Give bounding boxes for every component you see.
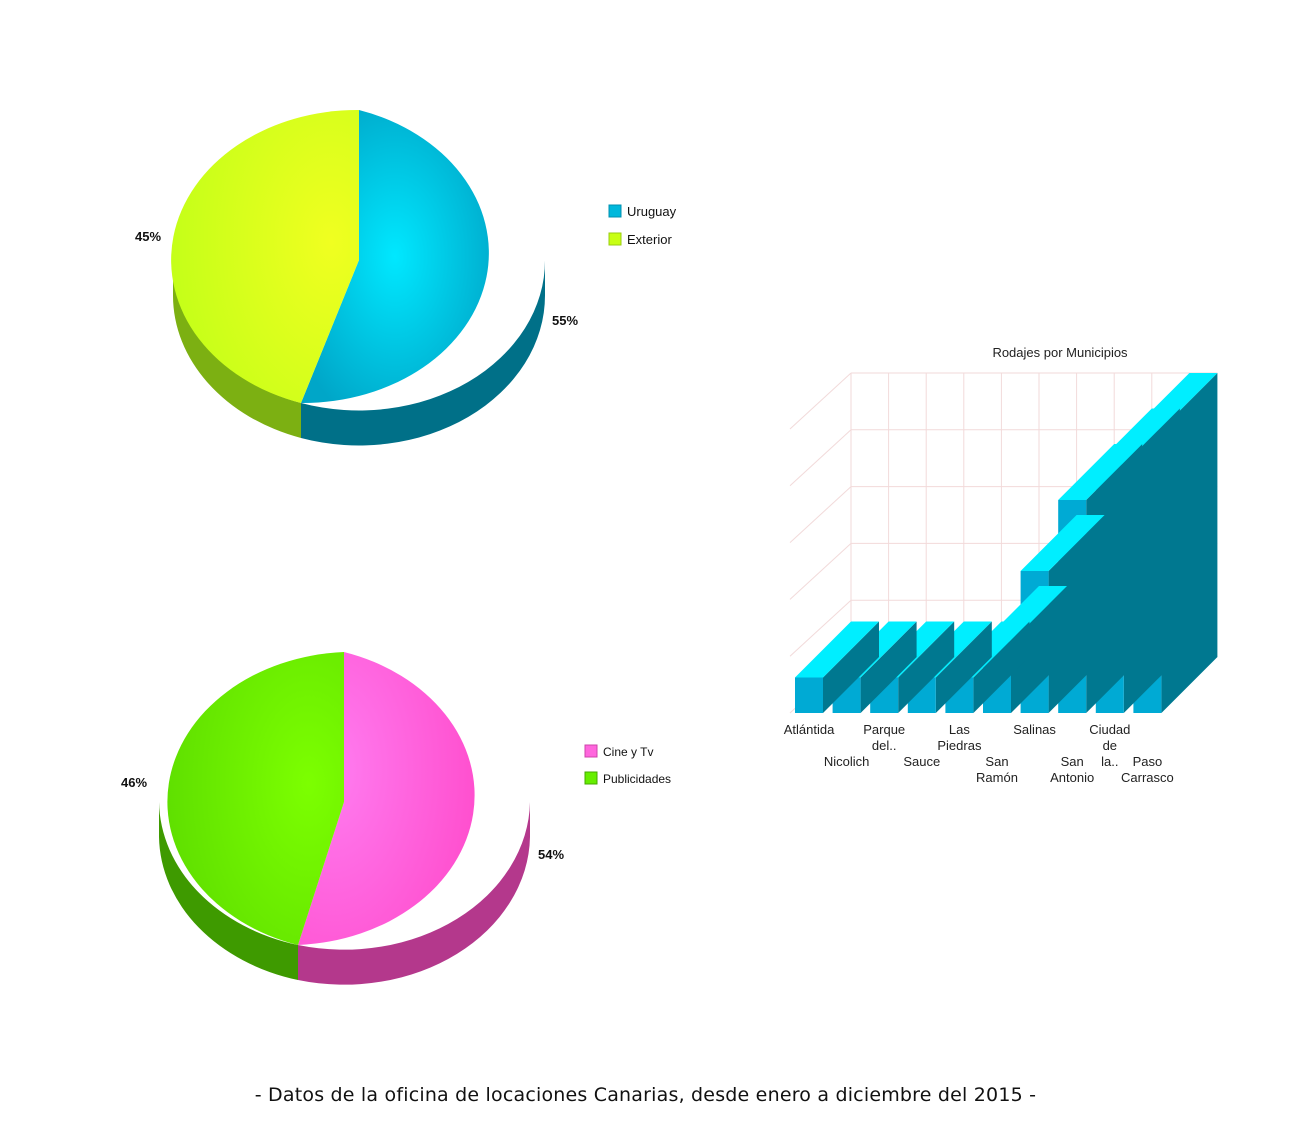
pie-slice-cine xyxy=(298,652,475,945)
category-label-line: Antonio xyxy=(1050,770,1094,785)
bar-chart-municipios: Rodajes por Municipios Atlántida Nicolich… xyxy=(784,345,1218,785)
category-label: Atlántida xyxy=(784,722,835,737)
bar-side xyxy=(973,621,1030,713)
legend-label-uruguay: Uruguay xyxy=(627,204,677,219)
legend-label-cine: Cine y Tv xyxy=(603,745,653,759)
category-label-line: del.. xyxy=(872,738,897,753)
legend-label-publicidades: Publicidades xyxy=(603,772,671,786)
category-label-line: San xyxy=(985,754,1008,769)
category-label-line: Sauce xyxy=(903,754,940,769)
grid-line xyxy=(789,543,852,600)
category-label: Nicolich xyxy=(824,754,870,769)
bar-side xyxy=(935,621,992,713)
bar-side xyxy=(898,621,955,713)
pie-slice-exterior-side xyxy=(172,260,301,438)
category-label-line: Ciudad xyxy=(1089,722,1130,737)
bar-1 xyxy=(795,621,879,713)
category-label: Parque del.. xyxy=(863,722,905,753)
footer-caption: - Datos de la oficina de locaciones Cana… xyxy=(254,1084,1037,1106)
category-label: San Antonio xyxy=(1050,754,1094,785)
legend-swatch-publicidades xyxy=(584,771,598,785)
bar-side xyxy=(1011,586,1067,713)
legend-swatch-uruguay xyxy=(608,204,622,218)
bar-side xyxy=(860,621,917,713)
grid-line xyxy=(789,599,852,657)
bar-chart-title: Rodajes por Municipios xyxy=(992,345,1128,360)
category-label-line: Ramón xyxy=(976,770,1018,785)
bar-top xyxy=(795,621,879,678)
category-label-line: Atlántida xyxy=(784,722,835,737)
category-label-line: Las xyxy=(949,722,970,737)
pie-chart-origin: 55% 45% Uruguay Exterior xyxy=(135,109,677,446)
category-label-line: San xyxy=(1061,754,1084,769)
bar-top xyxy=(1020,515,1105,571)
category-label-line: Salinas xyxy=(1013,722,1056,737)
bar-top xyxy=(1058,444,1143,500)
pie-slice-publicidades xyxy=(167,652,344,945)
pie-label-exterior: 45% xyxy=(135,229,161,244)
bar-side xyxy=(1048,515,1105,713)
category-label-line: la.. xyxy=(1101,754,1118,769)
pie-slice-exterior xyxy=(171,109,359,403)
category-label-line: Paso xyxy=(1133,754,1163,769)
category-label-line: Nicolich xyxy=(824,754,870,769)
category-label-line: Carrasco xyxy=(1121,770,1174,785)
category-label-line: Parque xyxy=(863,722,905,737)
grid-line xyxy=(789,372,852,430)
pie-chart-type: 54% 46% Cine y Tv Publicidades xyxy=(121,652,671,985)
pie-slice-cine-side xyxy=(298,802,530,985)
pie-slice-uruguay-side xyxy=(301,260,546,446)
category-label: Sauce xyxy=(903,754,940,769)
legend-label-exterior: Exterior xyxy=(627,232,672,247)
bar-side xyxy=(823,621,879,713)
pie-slice-publicidades-side xyxy=(159,802,298,980)
category-label-line: Piedras xyxy=(937,738,982,753)
legend-swatch-cine xyxy=(584,744,598,758)
category-label: Salinas xyxy=(1013,722,1056,737)
pie-label-uruguay: 55% xyxy=(552,313,578,328)
bar-front xyxy=(795,677,823,713)
legend-swatch-exterior xyxy=(608,232,622,246)
pie-slice-uruguay xyxy=(301,110,489,404)
category-label: San Ramón xyxy=(976,754,1018,785)
category-label: Las Piedras xyxy=(937,722,982,753)
grid-line xyxy=(789,486,852,543)
category-label: Ciudad de la.. xyxy=(1089,722,1130,769)
grid-line xyxy=(789,429,852,487)
category-label: Paso Carrasco xyxy=(1121,754,1174,785)
category-label-line: de xyxy=(1103,738,1117,753)
bar-marks xyxy=(795,373,1218,713)
pie-label-cine: 54% xyxy=(538,847,564,862)
pie-label-publicidades: 46% xyxy=(121,775,147,790)
